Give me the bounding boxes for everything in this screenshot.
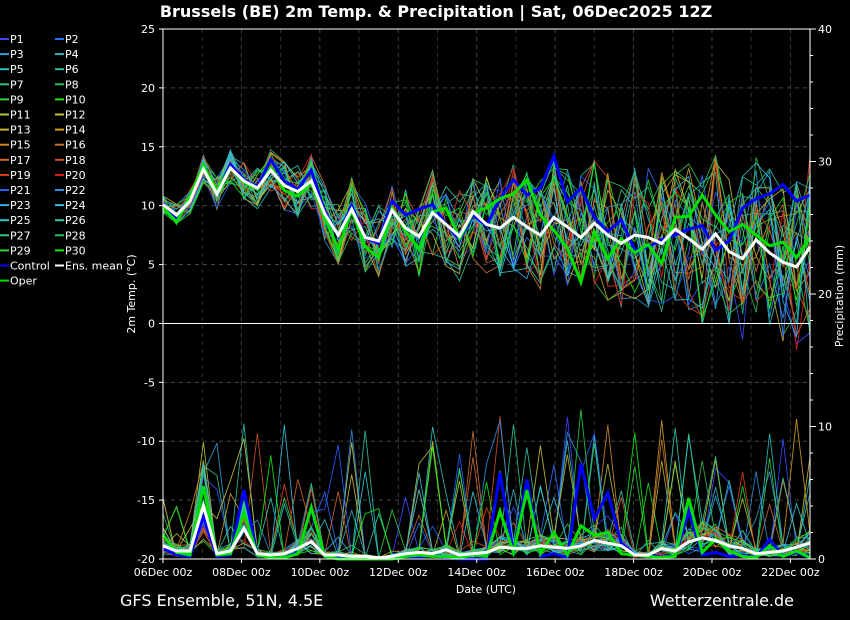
temp-line-p16 — [162, 167, 811, 319]
legend-item: P29 — [10, 244, 31, 257]
legend-item: P11 — [10, 109, 31, 122]
legend-item: Oper — [10, 275, 37, 288]
y-tick-label-right: 40 — [818, 23, 832, 36]
precip-line-oper — [161, 485, 811, 561]
y-axis-label-left: 2m Temp. (°C) — [125, 254, 138, 333]
legend-item: Control — [10, 260, 50, 273]
footer-model-info: GFS Ensemble, 51N, 4.5E — [120, 591, 324, 610]
x-tick-label: 12Dec 00z — [369, 566, 428, 579]
legend-item: Ens. mean — [65, 260, 123, 273]
y-tick-label-left: 20 — [141, 82, 155, 95]
precip-line-p1 — [162, 416, 811, 558]
x-tick-label: 08Dec 00z — [212, 566, 271, 579]
legend-item: P14 — [65, 124, 86, 137]
temp-line-ens-mean — [162, 165, 812, 269]
precip-line-p30 — [162, 432, 811, 559]
y-tick-label-right: 10 — [818, 421, 832, 434]
legend-item: P17 — [10, 154, 31, 167]
legend-item: P23 — [10, 199, 31, 212]
legend-item: P4 — [65, 48, 79, 61]
y-tick-label-left: -10 — [137, 435, 155, 448]
y-tick-label-left: 5 — [148, 259, 155, 272]
x-tick-label: 10Dec 00z — [291, 566, 350, 579]
legend-item: P7 — [10, 78, 24, 91]
x-tick-label: 16Dec 00z — [526, 566, 585, 579]
legend-item: P2 — [65, 33, 79, 46]
precip-line-p18 — [162, 416, 811, 559]
x-tick-label: 18Dec 00z — [604, 566, 663, 579]
legend-item: P20 — [65, 169, 86, 182]
legend-item: P26 — [65, 214, 86, 227]
legend-item: P24 — [65, 199, 86, 212]
precip-line-p25 — [162, 436, 811, 559]
plot-frame — [162, 28, 811, 560]
y-tick-label-right: 20 — [818, 288, 832, 301]
legend-item: P19 — [10, 169, 31, 182]
legend-item: P18 — [65, 154, 86, 167]
temp-line-oper — [161, 162, 812, 287]
temperature-lines — [161, 148, 812, 351]
legend-item: P3 — [10, 48, 24, 61]
precip-line-ens-mean — [162, 500, 811, 560]
legend-item: P13 — [10, 124, 31, 137]
axes: 25 20 15 10 5 0 -5 -10 -15 -20 40 30 20 10 0 06Dec 00z 0… — [134, 23, 832, 579]
temp-line-p28 — [162, 154, 811, 313]
x-tick-label: 22Dec 00z — [761, 566, 820, 579]
legend-item: P27 — [10, 229, 31, 242]
legend-item: P8 — [65, 78, 79, 91]
x-tick-label: 20Dec 00z — [683, 566, 742, 579]
y-tick-label-left: -5 — [144, 376, 155, 389]
y-tick-label-left: -15 — [137, 494, 155, 507]
legend-item: P1 — [10, 33, 24, 46]
legend-item: P10 — [65, 93, 86, 106]
y-tick-label-left: 15 — [141, 141, 155, 154]
footer-source: Wetterzentrale.de — [649, 591, 794, 610]
y-tick-label-left: 25 — [141, 23, 155, 36]
y-tick-label-left: 10 — [141, 200, 155, 213]
y-tick-label-right: 30 — [818, 156, 832, 169]
legend-item: P6 — [65, 63, 79, 76]
legend-item: P12 — [65, 109, 86, 122]
y-tick-label-left: 0 — [148, 317, 155, 330]
x-axis-label: Date (UTC) — [456, 583, 516, 596]
legend-item: P16 — [65, 139, 86, 152]
legend-item: P22 — [65, 184, 86, 197]
legend-item: P15 — [10, 139, 31, 152]
y-tick-label-left: -20 — [137, 553, 155, 566]
precipitation-lines — [161, 409, 811, 561]
temp-line-p26 — [162, 159, 811, 337]
x-tick-label: 14Dec 00z — [447, 566, 506, 579]
grid — [162, 29, 810, 559]
x-tick-label: 06Dec 00z — [134, 566, 193, 579]
legend-item: P5 — [10, 63, 24, 76]
y-tick-label-right: 0 — [818, 553, 825, 566]
legend-item: P28 — [65, 229, 86, 242]
legend-item: P25 — [10, 214, 31, 227]
legend-item: P30 — [65, 244, 86, 257]
chart-title: Brussels (BE) 2m Temp. & Precipitation |… — [160, 2, 712, 22]
legend-item: P21 — [10, 184, 31, 197]
y-axis-label-right: Precipitation (mm) — [833, 245, 846, 347]
legend-item: P9 — [10, 93, 24, 106]
legend: P1 P2 P3 P4 P5 P6 P7 P8 P9 P10 P11 P12 P13 P14 P15 P16 P… — [0, 33, 123, 288]
